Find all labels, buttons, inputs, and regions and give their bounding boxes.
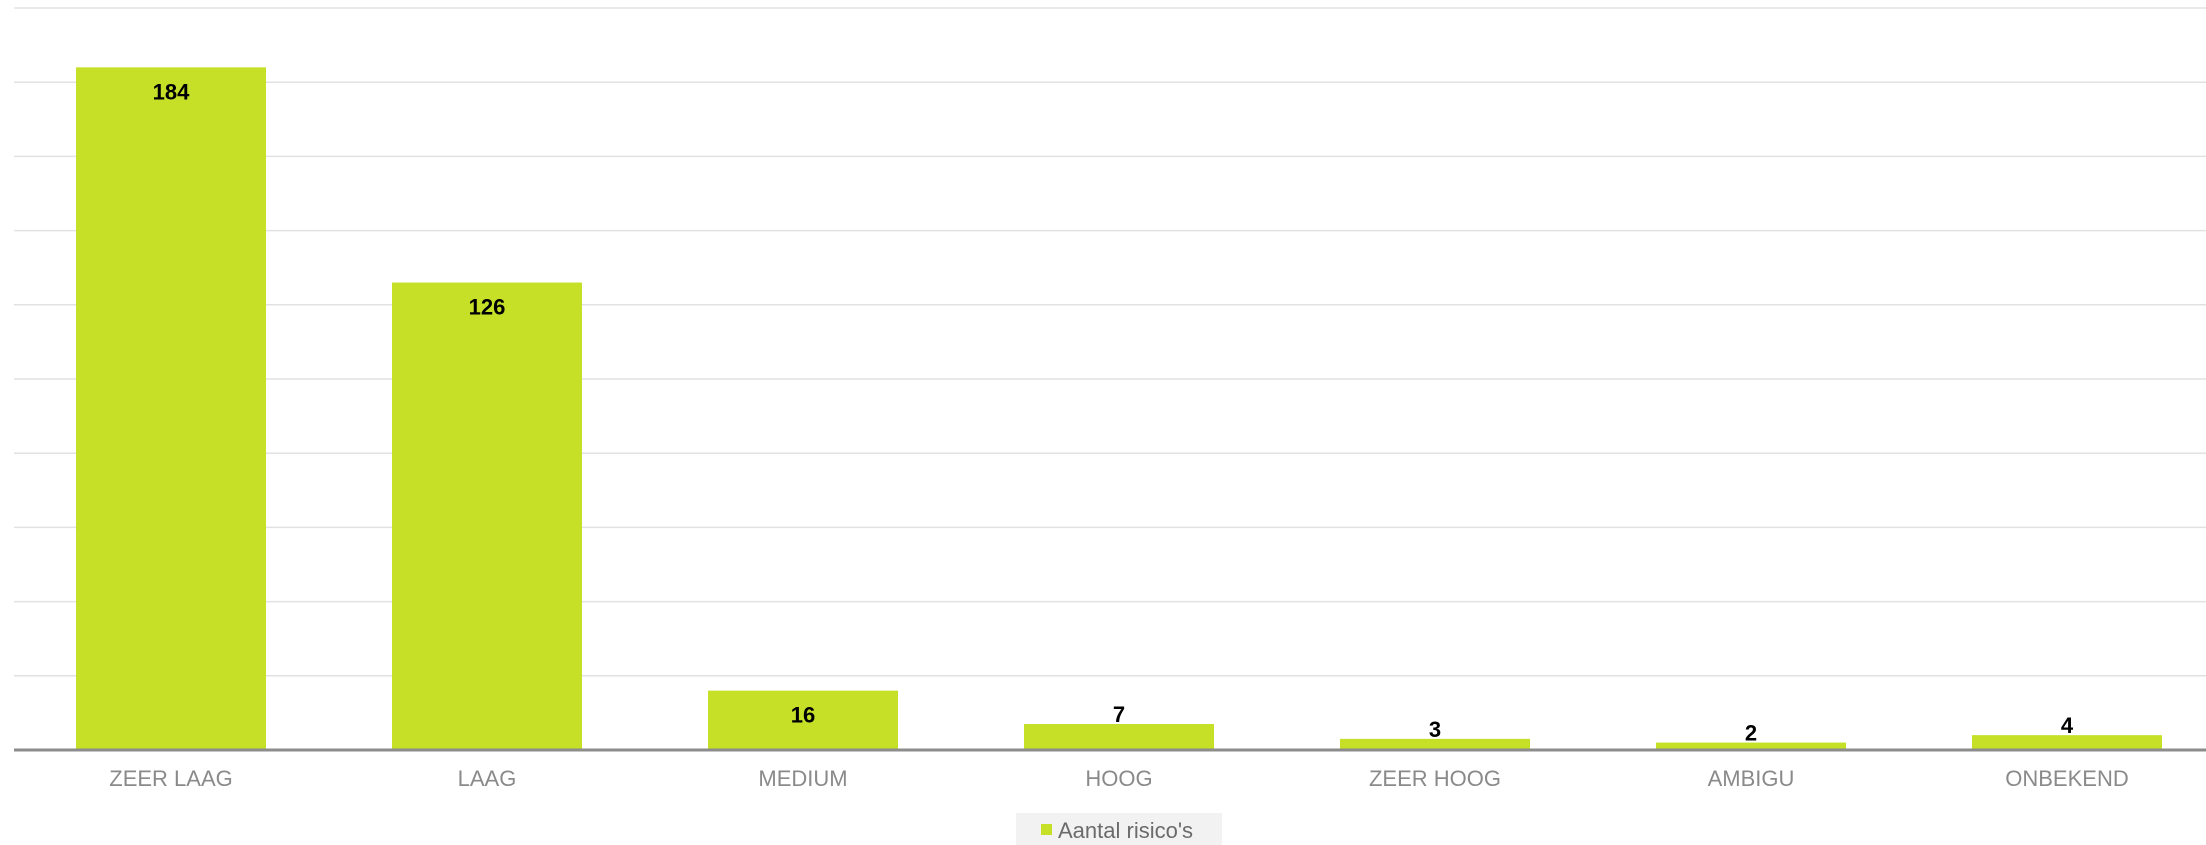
data-labels: 184 126 16 7 3 2 4	[153, 79, 2074, 745]
data-label: 2	[1745, 721, 1757, 746]
category-label: LAAG	[458, 766, 517, 791]
category-label: ONBEKEND	[2005, 766, 2128, 791]
category-label: ZEER HOOG	[1369, 766, 1501, 791]
category-labels: ZEER LAAG LAAG MEDIUM HOOG ZEER HOOG AMBIGU ON…	[109, 766, 2128, 791]
bar[interactable]	[1656, 742, 1846, 750]
legend-swatch	[1041, 824, 1052, 835]
legend[interactable]: Aantal risico's	[1016, 813, 1222, 845]
bar[interactable]	[1340, 738, 1530, 750]
bar[interactable]	[1972, 735, 2162, 750]
category-label: ZEER LAAG	[109, 766, 232, 791]
legend-label: Aantal risico's	[1058, 818, 1193, 843]
category-label: AMBIGU	[1708, 766, 1795, 791]
data-label: 4	[2061, 713, 2074, 738]
bar[interactable]	[392, 282, 582, 750]
data-label: 16	[791, 703, 815, 728]
data-label: 126	[469, 295, 506, 320]
bar[interactable]	[708, 690, 898, 750]
category-label: MEDIUM	[758, 766, 847, 791]
bars	[76, 67, 2162, 751]
gridlines	[14, 7, 2206, 677]
data-label: 7	[1113, 702, 1125, 727]
data-label: 184	[153, 79, 190, 104]
data-label: 3	[1429, 717, 1441, 742]
bar[interactable]	[1024, 724, 1214, 750]
bar[interactable]	[76, 67, 266, 751]
category-label: HOOG	[1085, 766, 1152, 791]
